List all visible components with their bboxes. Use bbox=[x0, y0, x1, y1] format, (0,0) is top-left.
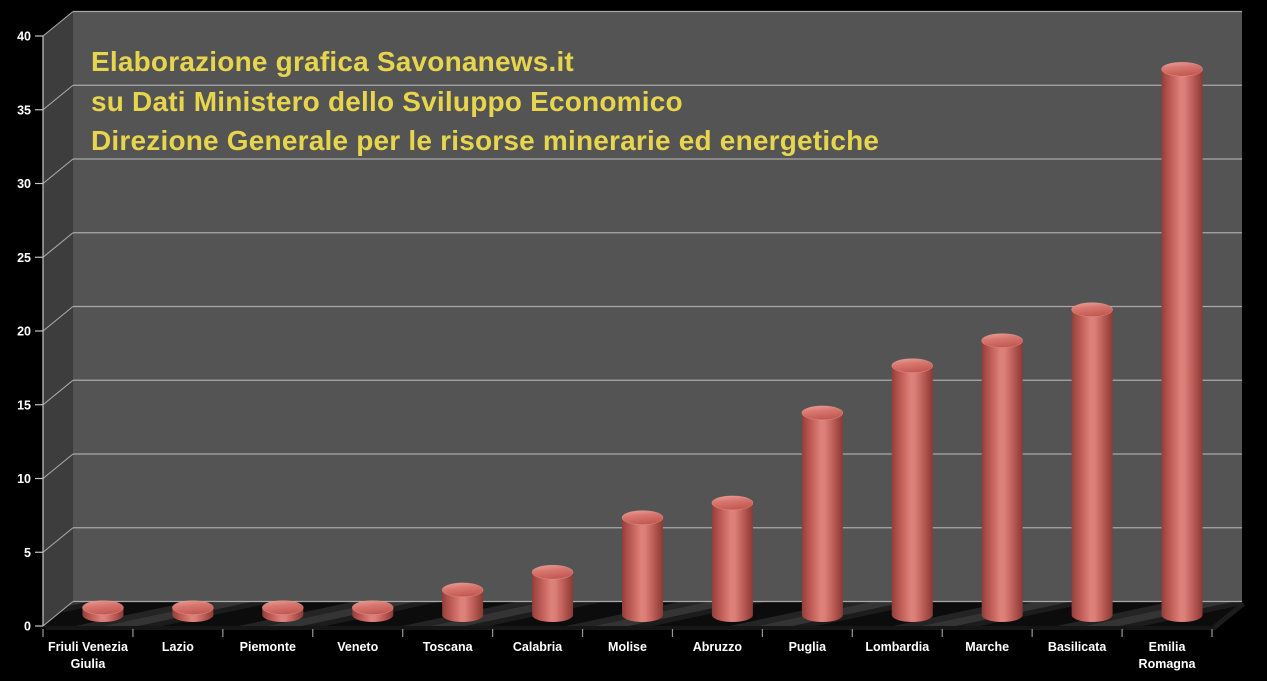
bar-top bbox=[441, 582, 484, 598]
bar-top bbox=[621, 510, 664, 525]
x-axis-label: Toscana bbox=[423, 640, 474, 654]
x-axis-label: Basilicata bbox=[1048, 640, 1107, 654]
chart-title: Elaborazione grafica Savonanews.it su Da… bbox=[91, 42, 879, 161]
bar-top bbox=[172, 600, 214, 615]
y-axis-label: 40 bbox=[17, 30, 31, 44]
bar-body bbox=[532, 572, 574, 622]
y-axis-label: 35 bbox=[17, 103, 31, 117]
gridline-wall-segment bbox=[42, 84, 74, 111]
x-axis-label: Abruzzo bbox=[693, 640, 743, 654]
gridline-wall-segment bbox=[42, 379, 74, 406]
x-axis-label: Piemonte bbox=[240, 640, 296, 654]
bar-body bbox=[981, 340, 1023, 622]
floor-front-edge bbox=[43, 626, 1216, 630]
bar-marche bbox=[981, 333, 1023, 622]
y-axis-label: 0 bbox=[24, 620, 31, 634]
gridline-wall-segment bbox=[42, 11, 74, 37]
bar-body bbox=[442, 589, 484, 622]
bar-toscana bbox=[441, 582, 484, 622]
bar-calabria bbox=[531, 564, 574, 622]
bar-body bbox=[711, 502, 753, 622]
x-axis-label: Molise bbox=[608, 640, 647, 654]
bar-molise bbox=[621, 510, 664, 622]
x-axis-label: Veneto bbox=[337, 640, 378, 654]
bar-veneto bbox=[351, 600, 394, 622]
bar-top bbox=[1071, 302, 1113, 317]
bar-lombardia bbox=[891, 358, 934, 622]
chart-title-line-2: su Dati Ministero dello Sviluppo Economi… bbox=[91, 85, 683, 117]
bar-body bbox=[891, 365, 933, 622]
x-axis-label: Romagna bbox=[1139, 657, 1197, 671]
bar-top bbox=[891, 358, 934, 374]
x-axis-label: Marche bbox=[965, 640, 1009, 654]
x-axis-label: Friuli Venezia bbox=[48, 640, 129, 654]
bar-top bbox=[262, 600, 304, 615]
x-axis-label: Lazio bbox=[162, 640, 194, 654]
bar-top bbox=[82, 600, 124, 615]
gridline-wall-segment bbox=[42, 527, 74, 553]
bar-top bbox=[711, 495, 754, 511]
x-axis-label: Puglia bbox=[789, 640, 828, 654]
y-axis-label: 20 bbox=[17, 325, 31, 339]
x-axis-label: Calabria bbox=[513, 640, 563, 654]
y-axis-label: 25 bbox=[17, 251, 31, 265]
bar-top bbox=[1161, 61, 1203, 77]
y-axis-label: 10 bbox=[17, 472, 31, 486]
bar-abruzzo bbox=[711, 495, 754, 622]
bar-top bbox=[981, 333, 1023, 348]
bar-friuli-venezia-giulia bbox=[82, 600, 124, 622]
x-axis-label: Emilia bbox=[1149, 640, 1187, 654]
bar-body bbox=[1071, 309, 1113, 622]
y-axis-label: 30 bbox=[17, 177, 31, 191]
bar-body bbox=[622, 517, 663, 622]
bar-top bbox=[801, 405, 844, 421]
y-axis-label: 5 bbox=[24, 546, 31, 560]
x-axis-label: Lombardia bbox=[865, 640, 930, 654]
gridline-wall-segment bbox=[42, 158, 74, 184]
bar-body bbox=[1161, 69, 1203, 622]
chart-title-line-3: Direzione Generale per le risorse minera… bbox=[91, 125, 880, 156]
bar-lazio bbox=[172, 600, 214, 622]
bar-puglia bbox=[801, 405, 844, 622]
gridline-wall-segment bbox=[42, 232, 74, 258]
bar-body bbox=[801, 412, 843, 622]
chart-title-line-1: Elaborazione grafica Savonanews.it bbox=[91, 46, 574, 77]
bar-emilia-romagna bbox=[1161, 61, 1203, 622]
bar-piemonte bbox=[262, 600, 304, 622]
x-axis-label: Giulia bbox=[71, 657, 107, 671]
floor-right-edge bbox=[1212, 601, 1245, 630]
gridline-wall-segment bbox=[42, 306, 74, 332]
gridline-wall-segment bbox=[42, 453, 74, 479]
y-axis-label: 15 bbox=[17, 398, 31, 412]
bar-top bbox=[531, 564, 574, 580]
gridline-wall-segment bbox=[42, 601, 74, 627]
bar-basilicata bbox=[1071, 302, 1113, 622]
bar-top bbox=[351, 600, 394, 615]
